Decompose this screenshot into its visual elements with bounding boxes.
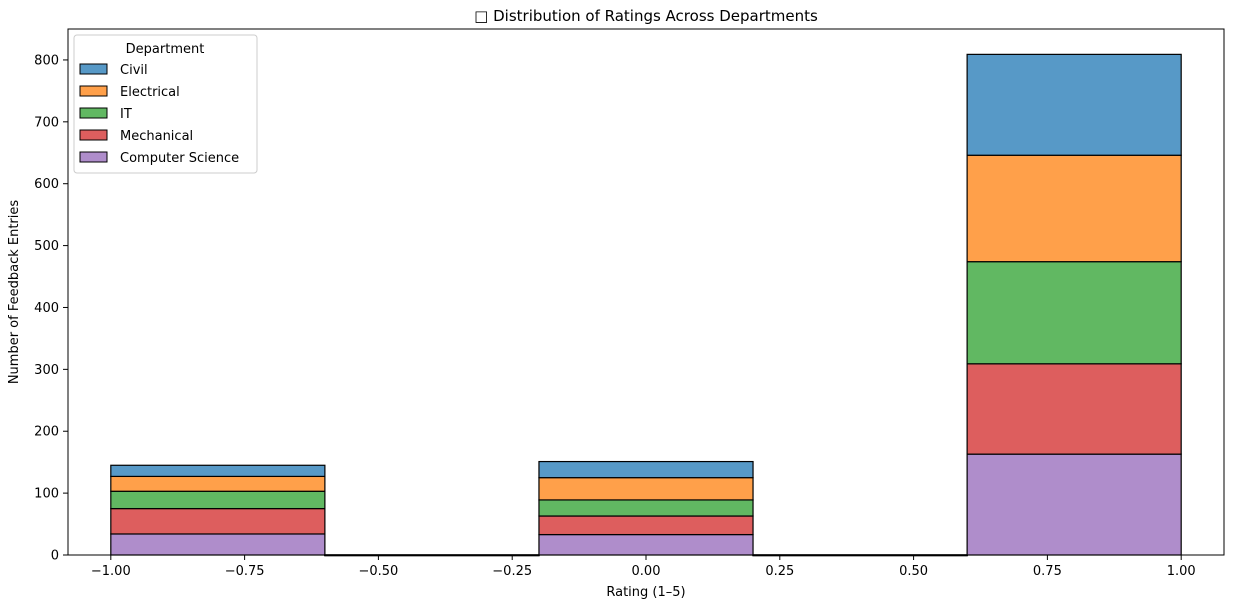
y-axis-label: Number of Feedback Entries [7,200,22,385]
legend-items: Civil Electrical IT Mechanical Computer Scie… [79,63,239,166]
y-tick-label: 200 [34,425,59,440]
bar-mechanical-bin-4 [966,363,1182,455]
legend-label: Electrical [120,85,180,100]
bar-civil-bin-0 [110,464,326,478]
plot-frame [67,28,1225,556]
y-axis-ticks: 0 100 200 300 400 500 600 700 800 [34,53,68,564]
x-tick-label: −0.50 [358,564,398,579]
legend: Department Civil Electrical IT Mechanical Co… [73,34,258,174]
legend-label: Computer Science [120,151,239,166]
y-tick-label: 500 [34,239,59,254]
x-tick-label: 1.00 [1167,564,1196,579]
bar-mechanical-bin-2 [538,515,754,536]
legend-swatch-mechanical [79,129,108,141]
y-tick-label: 700 [34,115,59,130]
x-tick-label: −0.25 [492,564,532,579]
bar-electrical-bin-0 [110,475,326,492]
bar-it-bin-2 [538,499,754,517]
x-tick-label: −0.75 [225,564,265,579]
chart-title: □ Distribution of Ratings Across Departm… [474,7,818,25]
bar-civil-bin-4 [966,53,1182,156]
bar-civil-bin-2 [538,460,754,479]
legend-swatch-civil [79,63,108,75]
x-tick-label: 0.25 [765,564,794,579]
bar-computer-science-bin-0 [110,533,326,556]
bar-computer-science-bin-4 [966,453,1182,556]
bar-electrical-bin-4 [966,154,1182,263]
legend-swatch-electrical [79,85,108,97]
legend-label: Civil [120,63,148,78]
y-tick-label: 400 [34,301,59,316]
x-tick-label: −1.00 [91,564,131,579]
y-tick-label: 100 [34,487,59,502]
x-tick-label: 0.75 [1033,564,1062,579]
y-tick-label: 600 [34,177,59,192]
legend-label: IT [120,107,132,122]
x-tick-label: 0.00 [632,564,661,579]
bar-mechanical-bin-0 [110,507,326,535]
legend-title: Department [126,42,205,57]
legend-frame [73,34,258,174]
x-tick-label: 0.50 [899,564,928,579]
bar-electrical-bin-2 [538,477,754,501]
legend-swatch-computer-science [79,151,108,163]
bar-it-bin-0 [110,490,326,510]
legend-label: Mechanical [120,129,193,144]
legend-swatch-it [79,107,108,119]
x-axis-label: Rating (1–5) [606,585,685,600]
y-tick-label: 800 [34,53,59,68]
bar-it-bin-4 [966,261,1182,365]
x-axis-ticks: −1.00 −0.75 −0.50 −0.25 0.00 0.25 0.50 0.75 1.00 [91,555,1196,579]
y-tick-label: 300 [34,363,59,378]
bar-computer-science-bin-2 [538,533,754,556]
y-tick-label: 0 [51,549,59,564]
bars-group [110,53,1182,557]
